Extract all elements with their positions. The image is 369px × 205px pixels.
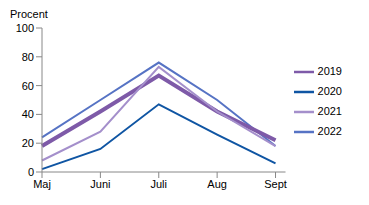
html-text:2019: 2019 [317,64,342,77]
svg-text:40: 40 [22,108,34,120]
svg-text:80: 80 [22,51,34,63]
html-text:2021: 2021 [317,104,342,117]
svg-text:0: 0 [28,166,34,178]
svg-text:Juli: Juli [151,178,168,190]
svg-text:Maj: Maj [33,178,51,190]
html-text:2022: 2022 [317,124,342,137]
svg-text:Juni: Juni [90,178,110,190]
svg-text:100: 100 [16,22,34,34]
svg-text:20: 20 [22,137,34,149]
svg-text:Aug: Aug [207,178,227,190]
svg-text:Sept: Sept [264,178,287,190]
svg-text:60: 60 [22,80,34,92]
html-text:2020: 2020 [317,84,342,97]
html-text:Procent: Procent [10,8,48,20]
